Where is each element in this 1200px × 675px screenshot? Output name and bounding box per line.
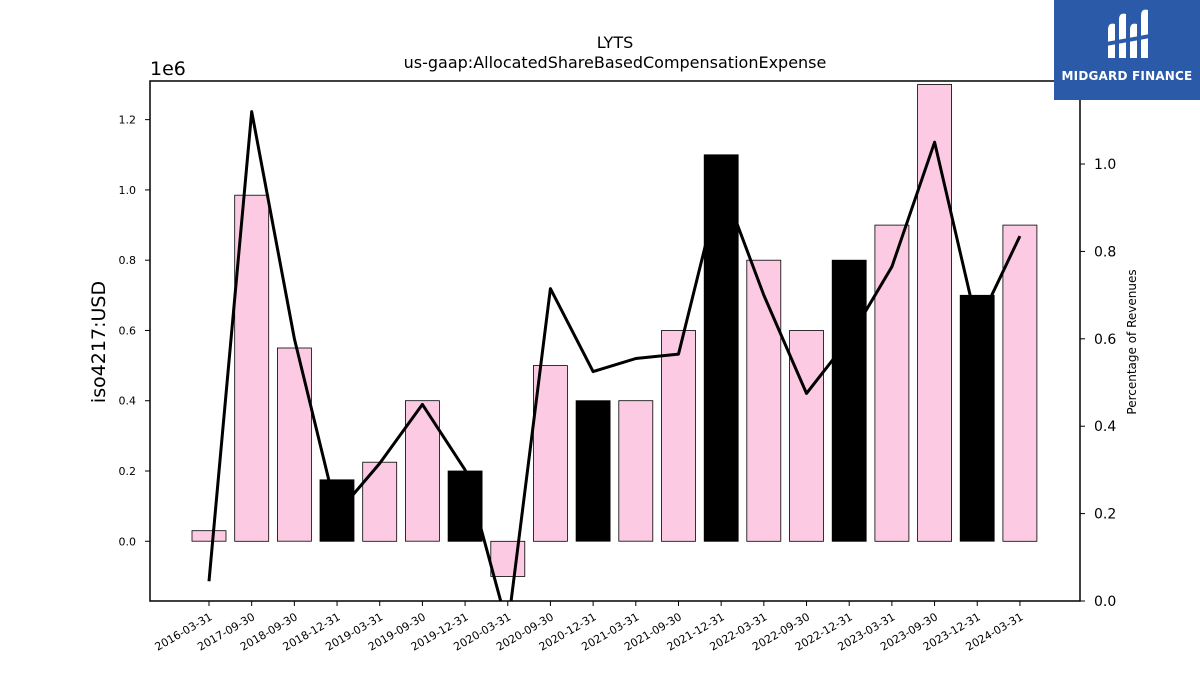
- bar-2023-09-30: [917, 84, 952, 542]
- y2-tick-label: 0.0: [1094, 594, 1116, 610]
- bar-2023-12-31: [959, 294, 995, 542]
- y-tick-label: 0.0: [119, 535, 137, 548]
- chart-subtitle: us-gaap:AllocatedShareBasedCompensationE…: [404, 53, 827, 72]
- bar-2021-09-30: [661, 330, 696, 542]
- bar-2020-03-31: [490, 540, 526, 577]
- percentage-line: [207, 110, 1022, 601]
- bar-2018-09-30: [276, 347, 312, 542]
- logo-text: MIDGARD FINANCE: [1061, 69, 1193, 83]
- bar-2021-03-31: [618, 400, 654, 542]
- bar-2022-09-30: [789, 330, 824, 542]
- y-axis-label: iso4217:USD: [88, 281, 110, 403]
- y2-tick-label: 0.2: [1094, 507, 1116, 523]
- bar-2020-09-30: [533, 365, 568, 542]
- y-tick-label: 0.8: [119, 254, 137, 267]
- y-tick-label: 1.0: [119, 184, 137, 197]
- bar-2020-12-31: [575, 400, 611, 542]
- bar-2022-12-31: [831, 259, 867, 542]
- bar-2017-09-30: [234, 194, 270, 542]
- y2-tick-label: 0.4: [1094, 419, 1116, 435]
- bar-2022-03-31: [746, 259, 782, 542]
- y-offset-label: 1e6: [150, 58, 186, 80]
- bar-group: [191, 84, 1038, 577]
- y-tick-label: 0.4: [119, 395, 137, 408]
- bar-2024-03-31: [1002, 224, 1038, 542]
- y2-tick-label: 0.8: [1094, 244, 1116, 260]
- percentage-line-group: [207, 110, 1022, 601]
- bar-2019-12-31: [447, 470, 483, 542]
- y-tick-label: 0.6: [119, 324, 137, 337]
- bar-2019-03-31: [362, 461, 398, 542]
- y-tick-label: 0.2: [119, 465, 137, 478]
- y-tick-label: 1.2: [119, 114, 137, 127]
- chart-title: LYTS: [597, 33, 634, 52]
- bar-2016-03-31: [191, 530, 227, 542]
- bar-2021-12-31: [703, 154, 739, 542]
- plot-frame: [149, 80, 1081, 602]
- bar-2023-03-31: [874, 224, 910, 542]
- logo-mark-icon: [1106, 9, 1150, 59]
- y2-tick-label: 0.6: [1094, 332, 1116, 348]
- y2-tick-label: 1.0: [1094, 157, 1116, 173]
- y2-axis-label: Percentage of Revenues: [1125, 269, 1139, 414]
- midgard-finance-logo: MIDGARD FINANCE: [1054, 0, 1200, 100]
